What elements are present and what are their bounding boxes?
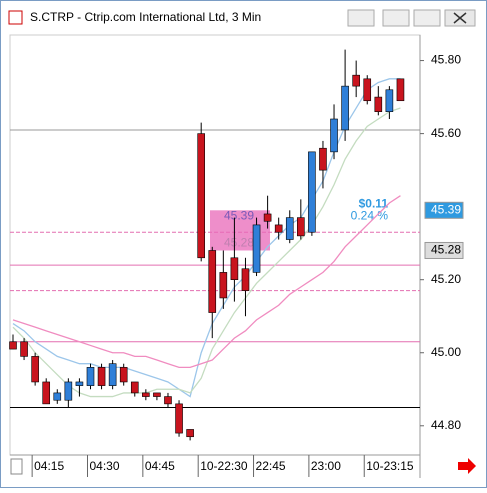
close-icon [453,12,467,24]
candle-body [274,224,283,233]
candle-body [75,381,84,386]
plot: 45.39 45.28 $0.110.24 % [9,49,420,441]
scroll-arrow[interactable] [458,458,476,474]
price-tag [424,201,464,219]
moving-average [12,195,401,368]
candle-body [130,381,139,394]
x-tick-label: 10-23:15 [366,459,414,473]
candle-body [319,147,327,171]
candle-body [308,151,316,233]
x-tick-label: 04:15 [34,459,64,473]
candle-body [164,396,172,405]
candle-body [64,381,73,401]
candle-body [97,367,106,386]
candle-body [153,392,161,397]
candle-body [86,367,95,386]
x-tick-label: 10-22:30 [200,459,248,473]
link-button[interactable] [347,9,375,27]
measure-high-label: 45.39 [224,208,254,222]
app-icon [8,10,23,25]
candle-body [42,381,51,405]
measure-change: $0.11 [359,196,389,210]
candle-body [208,250,217,313]
candle-body [363,78,372,102]
candle-body [285,217,294,240]
candle-body [330,118,338,153]
y-tick-label: 45.60 [431,126,461,140]
candle-body [142,392,150,397]
candle-body [175,403,183,434]
minimize-button[interactable] [382,9,410,27]
window-title: S.CTRP - Ctrip.com International Ltd, 3 … [30,10,261,24]
candle-body [252,224,261,273]
measure-percent: 0.24 % [351,208,389,222]
candle-body [108,363,117,386]
y-tick-label: 45.80 [431,53,461,67]
y-tick-label: 44.80 [431,418,461,432]
moving-average [12,107,401,398]
candle-body [53,392,62,401]
candle-body [230,257,239,280]
candle-body [119,367,128,383]
x-tick-label: 23:00 [311,459,341,473]
candle-body [341,85,349,131]
x-tick-label: 04:45 [145,459,175,473]
scroll-box[interactable] [10,458,23,475]
price-tag-label: 45.28 [431,243,461,257]
candle-body [297,217,305,237]
x-tick-label: 04:30 [89,459,119,473]
candle-body [385,89,394,112]
y-tick-label: 45.20 [431,272,461,286]
maximize-button[interactable] [413,9,441,27]
candle-body [197,133,205,259]
candle-body [263,213,272,222]
candle-body [20,341,28,357]
candle-body [241,268,250,291]
candle-body [374,96,383,112]
candle-body [31,356,39,383]
price-tag [424,241,464,259]
candle-body [9,341,17,350]
candle-body [186,429,194,438]
candle-body [219,272,228,299]
y-tick-label: 45.00 [431,345,461,359]
price-tag-label: 45.39 [431,202,461,216]
measure-low-label: 45.28 [224,236,254,250]
x-tick-label: 22:45 [256,459,286,473]
candle-body [396,78,405,102]
candle-body [352,74,360,87]
